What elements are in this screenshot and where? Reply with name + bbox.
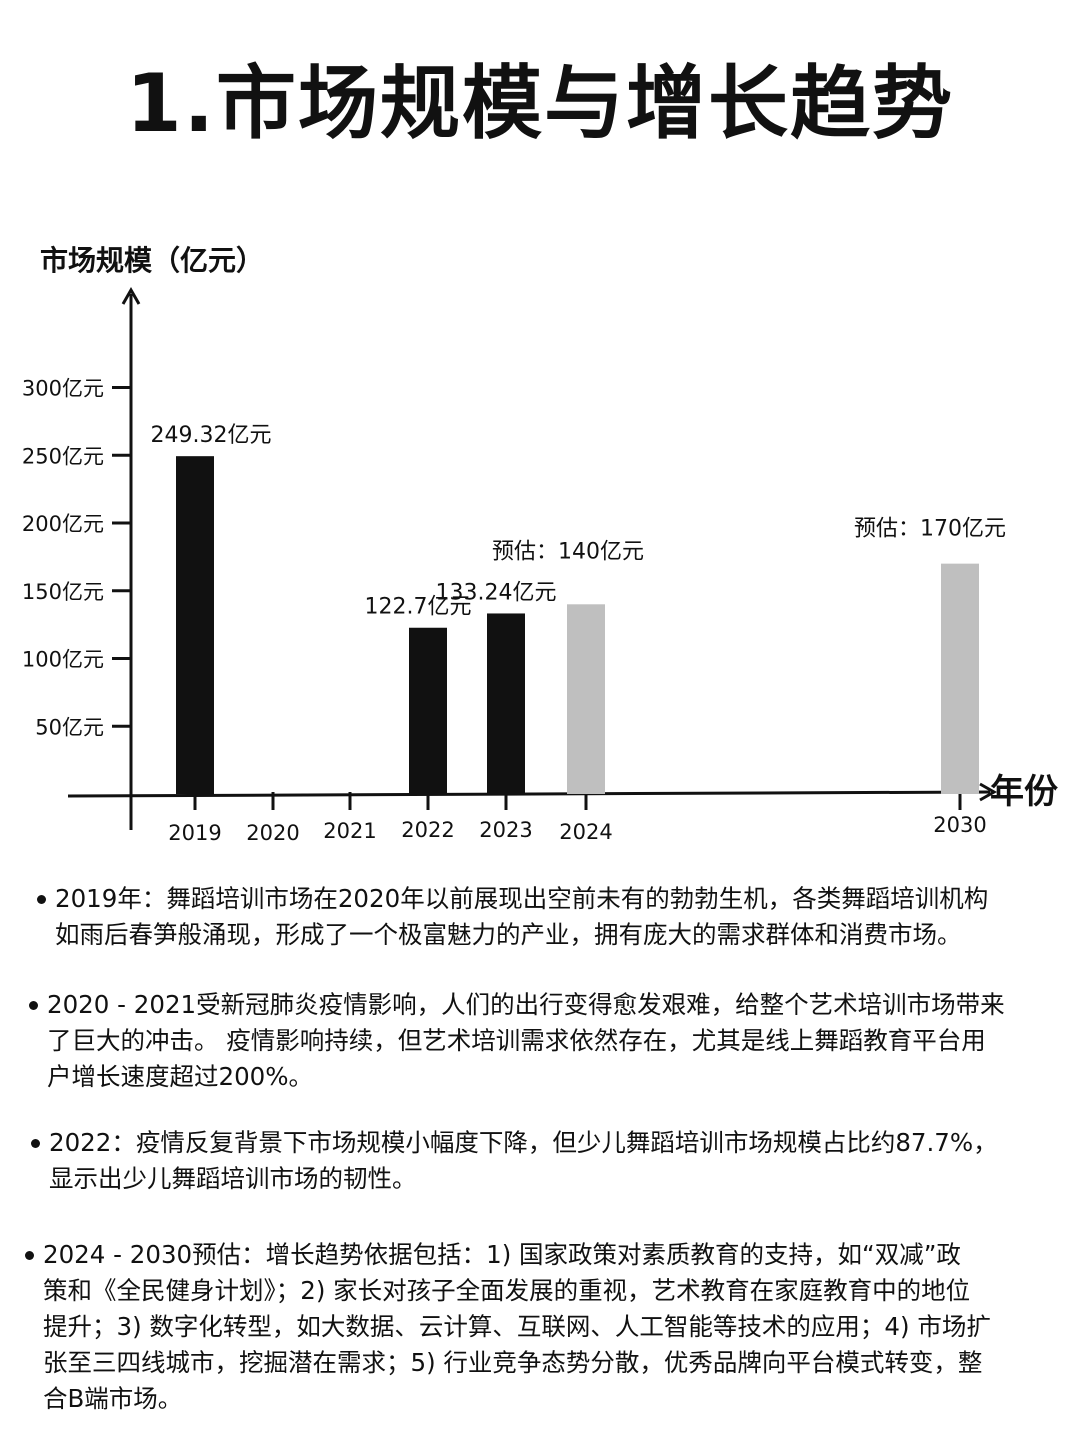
x-axis-arrow [979,782,998,802]
y-axis-arrow [121,286,141,305]
note-line: 2024 - 2030预估：增长趋势依据包括：1) 国家政策对素质教育的支持，如… [43,1240,961,1269]
x-tick-label: 2024 [559,820,612,844]
x-tick-label: 2021 [323,819,376,843]
x-tick-label: 2022 [401,818,454,842]
y-tick-label: 300亿元 [22,377,104,401]
note-line: 了巨大的冲击。 疫情影响持续，但艺术培训需求依然存在，尤其是线上舞蹈教育平台用 [47,1026,986,1055]
y-tick-label: 200亿元 [22,512,104,536]
market-size-chart: 市场规模（亿元） 年份 300亿元 250亿元 200亿元 150亿元 100亿元 50亿… [22,244,1058,845]
x-tick-label: 2019 [168,821,221,845]
note-line: 2019年：舞蹈培训市场在2020年以前展现出空前未有的勃勃生机，各类舞蹈培训机… [55,884,989,913]
note-line: 合B端市场。 [43,1384,183,1413]
bullet-icon [29,1001,38,1010]
bar-2023 [487,613,525,794]
note-line: 张至三四线城市，挖掘潜在需求；5) 行业竞争态势分散，优秀品牌向平台模式转变，整 [43,1348,983,1377]
bar-value-label: 249.32亿元 [151,423,272,448]
bar-value-label: 预估：170亿元 [854,517,1006,542]
note-line: 策和《全民健身计划》；2) 家长对孩子全面发展的重视，艺术教育在家庭教育中的地位 [43,1276,971,1305]
x-tick-label: 2020 [246,821,299,845]
y-tick-label: 100亿元 [22,648,104,672]
y-tick-label: 50亿元 [35,715,104,739]
bar-value-label: 133.24亿元 [436,580,557,605]
bullet-icon [37,895,46,904]
x-tick-label: 2023 [479,818,532,842]
bar-2024 [567,604,605,794]
y-tick-label: 250亿元 [22,444,104,468]
x-tick-label: 2030 [933,813,986,837]
note-line: 2022：疫情反复背景下市场规模小幅度下降，但少儿舞蹈培训市场规模占比约87.7… [49,1128,998,1157]
note-item: 2020 - 2021受新冠肺炎疫情影响，人们的出行变得愈发艰难，给整个艺术培训… [47,987,1005,1095]
note-item: 2022：疫情反复背景下市场规模小幅度下降，但少儿舞蹈培训市场规模占比约87.7… [49,1125,998,1197]
bar-2019 [176,456,214,794]
bullet-icon [25,1251,34,1260]
page-title: 1.市场规模与增长趋势 [125,57,955,150]
bar-value-label: 122.7亿元 [365,595,472,620]
note-line: 显示出少儿舞蹈培训市场的韧性。 [49,1164,417,1193]
note-item: 2024 - 2030预估：增长趋势依据包括：1) 国家政策对素质教育的支持，如… [43,1237,991,1417]
x-axis-label: 年份 [990,772,1058,812]
bar-2030 [941,563,979,794]
x-axis-line [67,790,991,798]
note-line: 2020 - 2021受新冠肺炎疫情影响，人们的出行变得愈发艰难，给整个艺术培训… [47,990,1005,1019]
note-item: 2019年：舞蹈培训市场在2020年以前展现出空前未有的勃勃生机，各类舞蹈培训机… [55,881,988,953]
note-line: 提升；3) 数字化转型，如大数据、云计算、互联网、人工智能等技术的应用；4) 市… [43,1312,991,1341]
bullet-icon [31,1139,40,1148]
bar-2022 [409,627,447,794]
note-line: 户增长速度超过200%。 [47,1062,314,1091]
note-line: 如雨后春笋般涌现，形成了一个极富魅力的产业，拥有庞大的需求群体和消费市场。 [55,920,962,949]
bar-value-label: 预估：140亿元 [492,539,644,564]
y-axis-label: 市场规模（亿元） [40,244,264,277]
y-tick-label: 150亿元 [22,580,104,604]
